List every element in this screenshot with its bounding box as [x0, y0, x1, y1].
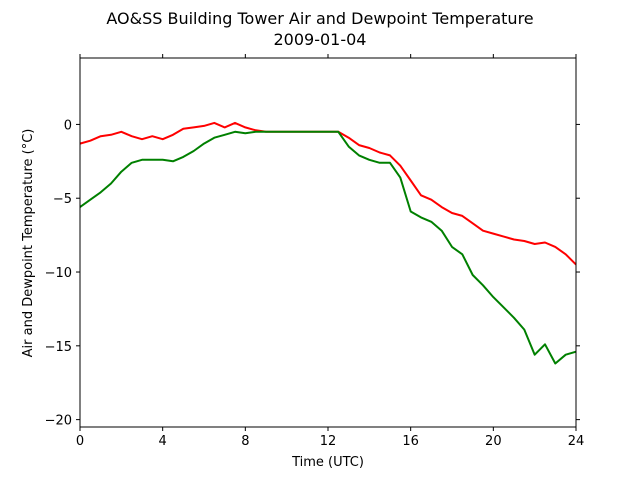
x-tick-label: 16	[402, 434, 419, 449]
series-line-1	[79, 121, 577, 266]
x-tick-label: 4	[159, 434, 167, 449]
y-tick-label: 0	[64, 118, 72, 133]
y-tick-label: −15	[45, 340, 72, 355]
x-tick-label: 12	[320, 434, 337, 449]
plot-frame	[79, 57, 577, 428]
x-tick-label: 0	[76, 434, 84, 449]
y-axis: 0 −5 −10 −15 −20	[45, 118, 580, 429]
chart-subtitle: 2009-01-04	[274, 30, 367, 49]
y-axis-label: Air and Dewpoint Temperature (°C)	[21, 129, 36, 358]
x-axis-label: Time (UTC)	[291, 455, 364, 470]
y-tick-label: −20	[45, 414, 72, 429]
x-tick-label: 24	[568, 434, 585, 449]
y-tick-label: −5	[53, 192, 72, 207]
x-tick-label: 8	[241, 434, 249, 449]
series-line-2	[79, 130, 577, 365]
x-axis: 0 4 8 12 16 20 24	[76, 54, 584, 449]
chart-title: AO&SS Building Tower Air and Dewpoint Te…	[106, 9, 533, 28]
x-tick-label: 20	[485, 434, 502, 449]
plot-area	[79, 121, 577, 365]
y-tick-label: −10	[45, 266, 72, 281]
